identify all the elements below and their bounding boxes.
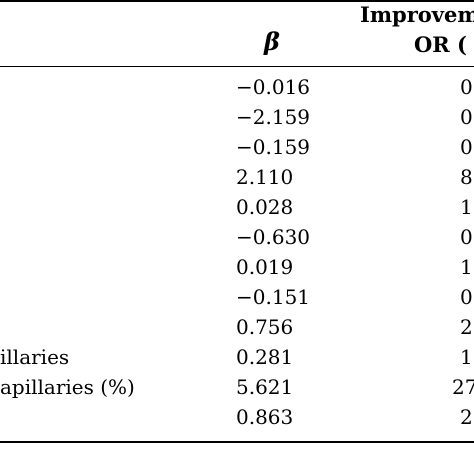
table-bottom-rule xyxy=(0,441,474,443)
table-row: −0.151 0( xyxy=(0,282,474,312)
beta-value: 0.028 xyxy=(236,195,294,219)
row-label: apillaries (%) xyxy=(0,375,135,399)
beta-value: −0.151 xyxy=(236,285,311,309)
table-row: 0.019 1 xyxy=(0,252,474,282)
or-value: 0( xyxy=(460,105,474,129)
beta-value: 5.621 xyxy=(236,375,294,399)
table-row: 0.863 2 xyxy=(0,402,474,432)
or-value: 0( xyxy=(460,225,474,249)
or-column-header: OR ( xyxy=(414,32,467,57)
or-value: 1 xyxy=(460,255,473,279)
beta-value: −0.159 xyxy=(236,135,311,159)
or-value: 1 xyxy=(460,195,473,219)
beta-column-header: β xyxy=(264,27,280,56)
table-row: 0.756 2 xyxy=(0,312,474,342)
table-row: illaries 0.281 1 xyxy=(0,342,474,372)
or-value: 1 xyxy=(460,345,473,369)
table-row: −0.630 0( xyxy=(0,222,474,252)
beta-value: 0.863 xyxy=(236,405,294,429)
or-value: 2 xyxy=(460,315,473,339)
table-row: apillaries (%) 5.621 27 xyxy=(0,372,474,402)
beta-value: 0.756 xyxy=(236,315,294,339)
table-header-rule xyxy=(0,66,474,67)
or-value: 27 xyxy=(452,375,474,399)
or-value: 0( xyxy=(460,135,474,159)
or-value: 2 xyxy=(460,405,473,429)
beta-value: 0.019 xyxy=(236,255,294,279)
beta-value: 0.281 xyxy=(236,345,294,369)
or-value: 0( xyxy=(460,75,474,99)
table-row: −2.159 0( xyxy=(0,102,474,132)
or-value: 0( xyxy=(460,285,474,309)
beta-value: −0.630 xyxy=(236,225,311,249)
column-group-header: Improvem xyxy=(360,2,474,27)
beta-value: 2.110 xyxy=(236,165,294,189)
table-row: 0.028 1 xyxy=(0,192,474,222)
row-label: illaries xyxy=(0,345,70,369)
beta-value: −2.159 xyxy=(236,105,311,129)
beta-value: −0.016 xyxy=(236,75,311,99)
table-top-rule xyxy=(0,0,474,2)
or-value: 8 xyxy=(460,165,473,189)
table-row: −0.016 0( xyxy=(0,72,474,102)
table-row: −0.159 0( xyxy=(0,132,474,162)
table-row: 2.110 8 xyxy=(0,162,474,192)
